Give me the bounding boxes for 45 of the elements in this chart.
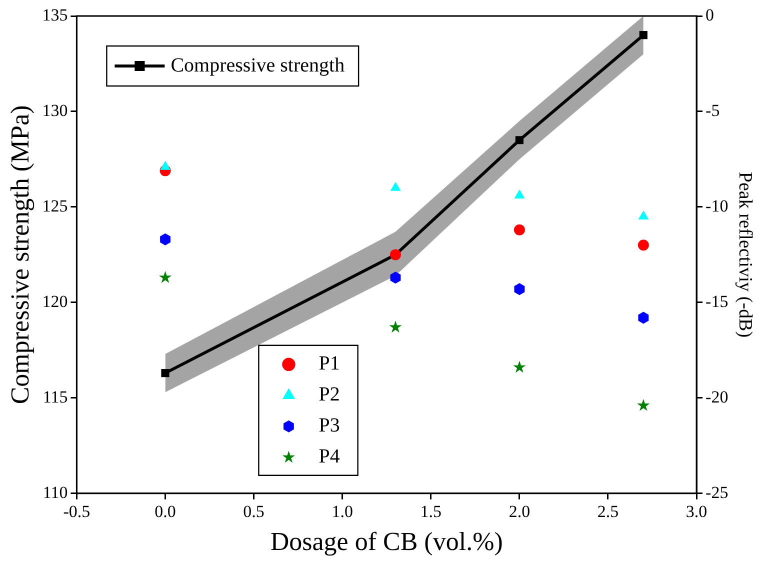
x-tick-label: 1.5 (420, 502, 442, 522)
x-tick-label: -0.5 (63, 502, 90, 522)
legend-label: P3 (318, 414, 340, 437)
point (638, 240, 649, 251)
y2-tick-label: -15 (706, 292, 728, 311)
point (514, 224, 525, 236)
y-tick-label: 130 (42, 100, 68, 120)
x-tick-label: 2.5 (597, 502, 619, 522)
point (160, 161, 170, 170)
point (389, 320, 402, 333)
point (638, 211, 648, 220)
legend-label: P2 (318, 384, 340, 406)
point (639, 31, 648, 40)
point (513, 360, 526, 373)
x-axis-title: Dosage of CB (vol.%) (270, 527, 503, 556)
point (160, 233, 170, 246)
point (514, 190, 524, 199)
point (161, 369, 170, 378)
y-tick-label: 120 (42, 292, 68, 311)
y-tick-label: 115 (42, 387, 68, 406)
y2-tick-label: -25 (706, 482, 728, 502)
point (638, 312, 649, 324)
x-tick-label: 0.5 (243, 502, 264, 522)
legend-label: Compressive strength (170, 54, 345, 76)
y-tick-label: 125 (42, 196, 68, 216)
y-tick-label: 110 (42, 482, 68, 502)
x-tick-label: 2.0 (508, 502, 530, 522)
legend-label: P1 (318, 352, 340, 375)
x-tick-label: 0.0 (154, 502, 176, 522)
y2-tick-label: -20 (706, 387, 728, 406)
x-tick-label: 3.0 (686, 502, 708, 522)
point (158, 271, 172, 283)
x-tick-label: 1.0 (332, 502, 353, 522)
point (390, 272, 401, 284)
y-axis-title: Compressive strength (MPa) (5, 105, 34, 404)
point (637, 398, 650, 411)
point (390, 182, 400, 191)
y2-tick-label: -5 (706, 100, 720, 120)
y-tick-label: 135 (42, 5, 68, 24)
point (515, 136, 524, 144)
legend-label: P4 (318, 446, 340, 468)
y2-tick-label: -10 (706, 196, 728, 216)
y2-tick-label: 0 (706, 5, 714, 24)
point (514, 283, 525, 296)
y2-axis-title: Peak reflectiviy (-dB) (734, 172, 756, 338)
